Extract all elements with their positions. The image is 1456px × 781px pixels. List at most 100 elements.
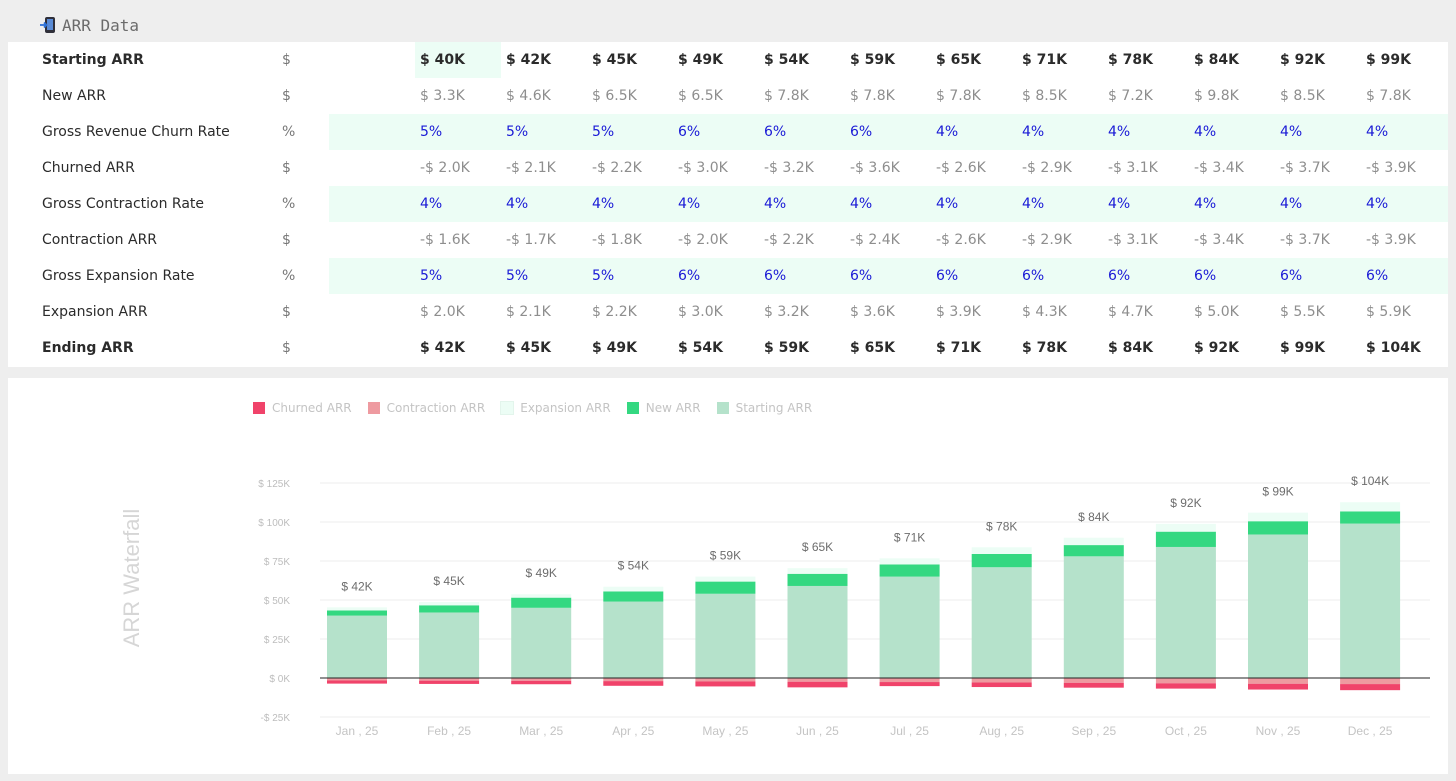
x-tick-label-2: Feb , 25 bbox=[427, 724, 471, 738]
cell-churn_rate-5[interactable]: 6% bbox=[764, 124, 787, 140]
cell-expansion_rate-11[interactable]: 6% bbox=[1280, 268, 1303, 284]
cell-expansion_rate-12[interactable]: 6% bbox=[1366, 268, 1389, 284]
cell-expansion_rate-1[interactable]: 5% bbox=[420, 268, 443, 284]
mobile-arrow-icon bbox=[40, 17, 55, 33]
cell-contraction_rate-9[interactable]: 4% bbox=[1108, 196, 1131, 212]
x-tick-label-5: May , 25 bbox=[702, 724, 748, 738]
y-tick-label: -$ 25K bbox=[261, 713, 291, 724]
bar-new-6 bbox=[787, 573, 848, 586]
cell-expansion-12: $ 5.9K bbox=[1366, 304, 1411, 320]
cell-expansion_rate-4[interactable]: 6% bbox=[678, 268, 701, 284]
cell-expansion_rate-5[interactable]: 6% bbox=[764, 268, 787, 284]
cell-contraction_rate-6[interactable]: 4% bbox=[850, 196, 873, 212]
bar-churned-8 bbox=[971, 682, 1032, 688]
total-label-5: $ 59K bbox=[710, 549, 741, 563]
cell-contraction-1: -$ 1.6K bbox=[420, 232, 470, 248]
bar-starting-11 bbox=[1248, 534, 1308, 678]
cell-churn_rate-2[interactable]: 5% bbox=[506, 124, 529, 140]
cell-churned-8: -$ 2.9K bbox=[1022, 160, 1072, 176]
cell-churned-11: -$ 3.7K bbox=[1280, 160, 1330, 176]
bar-expansion-11 bbox=[1248, 512, 1308, 522]
total-label-2: $ 45K bbox=[433, 574, 464, 588]
total-label-8: $ 78K bbox=[986, 519, 1017, 533]
cell-contraction_rate-3[interactable]: 4% bbox=[592, 196, 615, 212]
cell-starting-5: $ 54K bbox=[764, 52, 809, 68]
bar-new-1 bbox=[327, 610, 387, 616]
bar-contraction-10 bbox=[1155, 678, 1216, 684]
legend-item-expansion[interactable]: Expansion ARR bbox=[500, 401, 611, 415]
cell-contraction_rate-12[interactable]: 4% bbox=[1366, 196, 1389, 212]
bar-churned-3 bbox=[511, 680, 572, 685]
cell-churn_rate-4[interactable]: 6% bbox=[678, 124, 701, 140]
cell-expansion_rate-8[interactable]: 6% bbox=[1022, 268, 1045, 284]
legend-swatch bbox=[500, 401, 515, 415]
cell-churn_rate-8[interactable]: 4% bbox=[1022, 124, 1045, 140]
cell-expansion-4: $ 3.0K bbox=[678, 304, 723, 320]
cell-new-7: $ 7.8K bbox=[936, 88, 981, 104]
cell-churn_rate-12[interactable]: 4% bbox=[1366, 124, 1389, 140]
cell-new-10: $ 9.8K bbox=[1194, 88, 1239, 104]
cell-churn_rate-7[interactable]: 4% bbox=[936, 124, 959, 140]
legend-item-contraction[interactable]: Contraction ARR bbox=[367, 401, 485, 415]
cell-churn_rate-6[interactable]: 6% bbox=[850, 124, 873, 140]
cell-new-3: $ 6.5K bbox=[592, 88, 637, 104]
table-row-ending: Ending ARR $ $ 42K $ 45K $ 49K $ 54K $ 59K $ 65… bbox=[8, 330, 1448, 366]
row-label: New ARR bbox=[42, 88, 107, 104]
cell-expansion_rate-7[interactable]: 6% bbox=[936, 268, 959, 284]
cell-starting-1[interactable]: $ 40K bbox=[420, 52, 465, 68]
cell-churn_rate-3[interactable]: 5% bbox=[592, 124, 615, 140]
cell-contraction_rate-2[interactable]: 4% bbox=[506, 196, 529, 212]
bar-contraction-7 bbox=[879, 678, 940, 683]
cell-expansion_rate-6[interactable]: 6% bbox=[850, 268, 873, 284]
cell-churn_rate-1[interactable]: 5% bbox=[420, 124, 443, 140]
y-tick-label: $ 100K bbox=[258, 518, 290, 529]
legend-item-churned[interactable]: Churned ARR bbox=[253, 401, 352, 415]
cell-expansion_rate-3[interactable]: 5% bbox=[592, 268, 615, 284]
bar-starting-6 bbox=[787, 585, 848, 678]
row-highlight bbox=[329, 114, 1448, 150]
cell-churn_rate-9[interactable]: 4% bbox=[1108, 124, 1131, 140]
cell-contraction-3: -$ 1.8K bbox=[592, 232, 642, 248]
cell-ending-10: $ 92K bbox=[1194, 340, 1239, 356]
y-tick-label: $ 75K bbox=[264, 557, 290, 568]
row-unit: $ bbox=[282, 160, 291, 176]
legend-swatch bbox=[626, 402, 639, 414]
bar-expansion-7 bbox=[879, 558, 940, 565]
x-tick-label-6: Jun , 25 bbox=[796, 724, 839, 738]
cell-contraction_rate-4[interactable]: 4% bbox=[678, 196, 701, 212]
section-header: ARR Data bbox=[40, 12, 139, 38]
cell-starting-7: $ 65K bbox=[936, 52, 981, 68]
arr-data-table: Starting ARR $ $ 40K $ 42K $ 45K $ 49K $ 54K $ … bbox=[8, 42, 1448, 367]
bar-expansion-1 bbox=[327, 607, 387, 611]
x-tick-label-3: Mar , 25 bbox=[519, 724, 563, 738]
cell-expansion_rate-2[interactable]: 5% bbox=[506, 268, 529, 284]
cell-contraction_rate-8[interactable]: 4% bbox=[1022, 196, 1045, 212]
x-tick-label-7: Jul , 25 bbox=[890, 724, 929, 738]
cell-expansion-8: $ 4.3K bbox=[1022, 304, 1067, 320]
cell-contraction_rate-1[interactable]: 4% bbox=[420, 196, 443, 212]
cell-contraction_rate-11[interactable]: 4% bbox=[1280, 196, 1303, 212]
bar-starting-8 bbox=[971, 567, 1032, 678]
cell-churn_rate-11[interactable]: 4% bbox=[1280, 124, 1303, 140]
bar-starting-4 bbox=[603, 601, 664, 678]
cell-contraction_rate-5[interactable]: 4% bbox=[764, 196, 787, 212]
cell-expansion_rate-10[interactable]: 6% bbox=[1194, 268, 1217, 284]
table-row-churned: Churned ARR $ -$ 2.0K -$ 2.1K -$ 2.2K -$ 3.0K… bbox=[8, 150, 1448, 186]
bar-churned-10 bbox=[1155, 683, 1216, 689]
cell-churned-12: -$ 3.9K bbox=[1366, 160, 1416, 176]
cell-new-9: $ 7.2K bbox=[1108, 88, 1153, 104]
bar-expansion-9 bbox=[1063, 537, 1124, 546]
cell-ending-9: $ 84K bbox=[1108, 340, 1153, 356]
cell-churned-1: -$ 2.0K bbox=[420, 160, 470, 176]
cell-contraction_rate-7[interactable]: 4% bbox=[936, 196, 959, 212]
legend-item-starting[interactable]: Starting ARR bbox=[716, 401, 812, 415]
bar-contraction-1 bbox=[327, 678, 387, 681]
cell-churn_rate-10[interactable]: 4% bbox=[1194, 124, 1217, 140]
bar-contraction-9 bbox=[1063, 678, 1124, 683]
cell-expansion_rate-9[interactable]: 6% bbox=[1108, 268, 1131, 284]
cell-starting-12: $ 99K bbox=[1366, 52, 1411, 68]
legend-item-new[interactable]: New ARR bbox=[626, 401, 701, 415]
table-row-expansion: Expansion ARR $ $ 2.0K $ 2.1K $ 2.2K $ 3.0K $ … bbox=[8, 294, 1448, 330]
row-unit: $ bbox=[282, 88, 291, 104]
cell-contraction_rate-10[interactable]: 4% bbox=[1194, 196, 1217, 212]
